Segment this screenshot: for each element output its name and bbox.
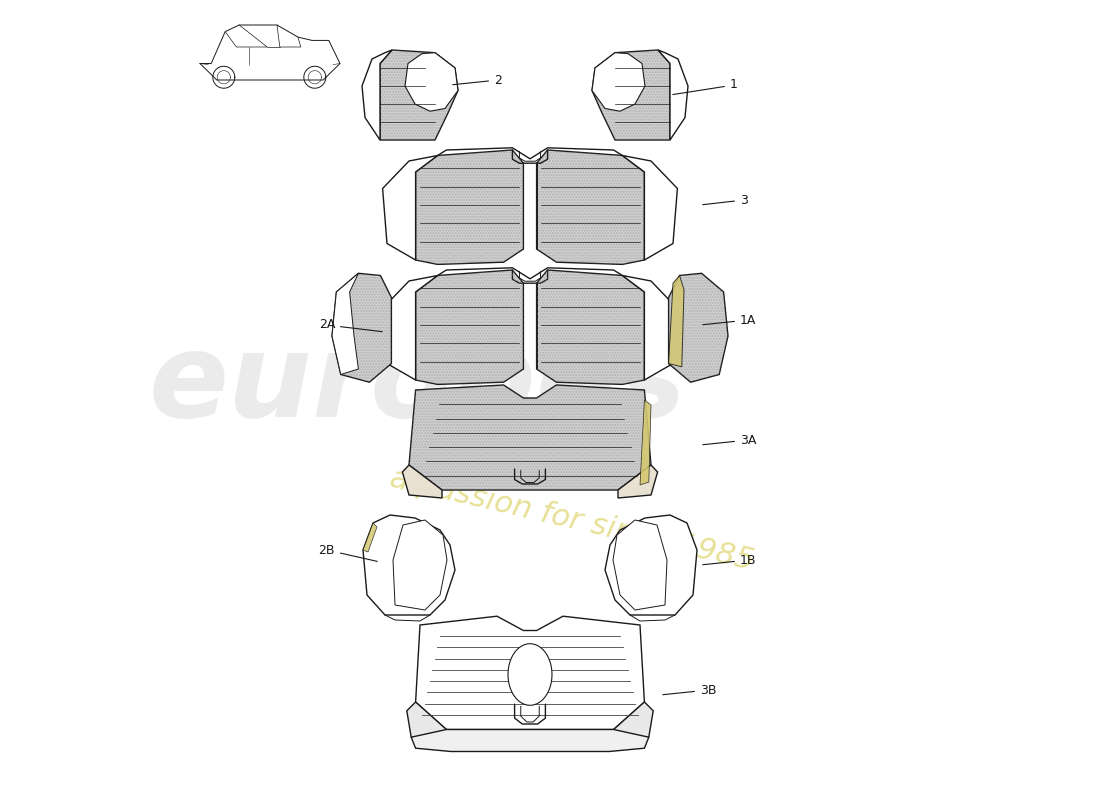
Polygon shape <box>537 150 645 264</box>
Polygon shape <box>669 274 728 382</box>
Polygon shape <box>383 275 438 380</box>
Polygon shape <box>416 270 524 384</box>
Polygon shape <box>613 520 667 610</box>
Polygon shape <box>405 53 458 111</box>
Polygon shape <box>332 274 392 382</box>
Text: 3A: 3A <box>703 434 757 446</box>
Polygon shape <box>407 702 447 742</box>
Polygon shape <box>605 515 697 615</box>
Polygon shape <box>508 644 552 706</box>
Polygon shape <box>403 465 442 498</box>
Polygon shape <box>379 50 458 140</box>
Polygon shape <box>640 400 651 485</box>
Text: 2B: 2B <box>319 543 377 562</box>
Polygon shape <box>416 616 645 730</box>
Polygon shape <box>363 523 377 552</box>
Text: 3: 3 <box>703 194 748 206</box>
Polygon shape <box>614 702 653 742</box>
Text: 1B: 1B <box>703 554 757 566</box>
Polygon shape <box>592 50 670 140</box>
Polygon shape <box>363 515 455 615</box>
Polygon shape <box>409 385 651 490</box>
Polygon shape <box>332 274 359 374</box>
Text: 1A: 1A <box>703 314 757 326</box>
Polygon shape <box>658 50 688 140</box>
Text: 2: 2 <box>453 74 502 86</box>
Polygon shape <box>393 520 447 610</box>
Polygon shape <box>362 50 392 140</box>
Polygon shape <box>383 155 438 260</box>
Polygon shape <box>623 155 678 260</box>
Polygon shape <box>537 270 645 384</box>
Polygon shape <box>618 465 658 498</box>
Text: a passion for since 1985: a passion for since 1985 <box>387 464 757 576</box>
Polygon shape <box>623 275 678 380</box>
Polygon shape <box>669 275 684 366</box>
Text: europes: europes <box>148 326 688 442</box>
Polygon shape <box>416 150 524 264</box>
Polygon shape <box>411 730 649 751</box>
Text: 2A: 2A <box>319 318 382 332</box>
Text: 3B: 3B <box>663 683 716 697</box>
Text: 1: 1 <box>673 78 738 94</box>
Polygon shape <box>592 53 645 111</box>
